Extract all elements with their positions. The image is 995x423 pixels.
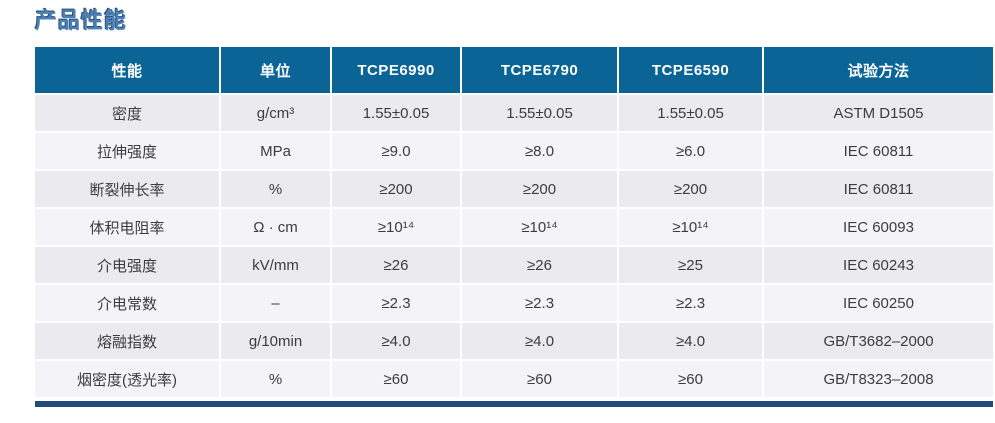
header-col-test-method: 试验方法 bbox=[764, 47, 993, 93]
cell-value-tcpe6590: ≥25 bbox=[619, 247, 762, 283]
cell-value-tcpe6790: 1.55±0.05 bbox=[462, 95, 617, 131]
cell-unit: kV/mm bbox=[221, 247, 330, 283]
cell-value-tcpe6790: ≥26 bbox=[462, 247, 617, 283]
cell-unit: Ω · cm bbox=[221, 209, 330, 245]
header-col-performance: 性能 bbox=[35, 47, 219, 93]
cell-value-tcpe6990: ≥4.0 bbox=[332, 323, 460, 359]
bottom-accent-bar bbox=[35, 401, 993, 407]
cell-property: 熔融指数 bbox=[35, 323, 219, 359]
cell-property: 拉伸强度 bbox=[35, 133, 219, 169]
cell-unit: MPa bbox=[221, 133, 330, 169]
cell-unit: g/cm³ bbox=[221, 95, 330, 131]
cell-value-tcpe6790: ≥10¹⁴ bbox=[462, 209, 617, 245]
header-col-unit: 单位 bbox=[221, 47, 330, 93]
header-col-tcpe6590: TCPE6590 bbox=[619, 47, 762, 93]
cell-unit: % bbox=[221, 361, 330, 397]
cell-property: 介电强度 bbox=[35, 247, 219, 283]
cell-property: 断裂伸长率 bbox=[35, 171, 219, 207]
cell-value-tcpe6790: ≥8.0 bbox=[462, 133, 617, 169]
cell-value-tcpe6590: ≥6.0 bbox=[619, 133, 762, 169]
header-col-tcpe6790: TCPE6790 bbox=[462, 47, 617, 93]
cell-unit: g/10min bbox=[221, 323, 330, 359]
cell-test-method: IEC 60811 bbox=[764, 133, 993, 169]
cell-property: 体积电阻率 bbox=[35, 209, 219, 245]
header-col-tcpe6990: TCPE6990 bbox=[332, 47, 460, 93]
cell-value-tcpe6790: ≥2.3 bbox=[462, 285, 617, 321]
cell-value-tcpe6990: ≥60 bbox=[332, 361, 460, 397]
cell-value-tcpe6590: ≥4.0 bbox=[619, 323, 762, 359]
cell-test-method: IEC 60250 bbox=[764, 285, 993, 321]
cell-value-tcpe6590: ≥2.3 bbox=[619, 285, 762, 321]
page-title: 产品性能 bbox=[35, 8, 128, 33]
cell-test-method: GB/T8323–2008 bbox=[764, 361, 993, 397]
cell-property: 介电常数 bbox=[35, 285, 219, 321]
cell-unit: – bbox=[221, 285, 330, 321]
cell-value-tcpe6590: 1.55±0.05 bbox=[619, 95, 762, 131]
cell-value-tcpe6590: ≥60 bbox=[619, 361, 762, 397]
cell-value-tcpe6790: ≥4.0 bbox=[462, 323, 617, 359]
cell-value-tcpe6790: ≥60 bbox=[462, 361, 617, 397]
cell-value-tcpe6990: ≥2.3 bbox=[332, 285, 460, 321]
cell-value-tcpe6990: ≥9.0 bbox=[332, 133, 460, 169]
cell-value-tcpe6990: ≥10¹⁴ bbox=[332, 209, 460, 245]
cell-value-tcpe6590: ≥200 bbox=[619, 171, 762, 207]
cell-test-method: IEC 60093 bbox=[764, 209, 993, 245]
cell-test-method: ASTM D1505 bbox=[764, 95, 993, 131]
cell-value-tcpe6990: ≥26 bbox=[332, 247, 460, 283]
cell-value-tcpe6990: ≥200 bbox=[332, 171, 460, 207]
cell-property: 烟密度(透光率) bbox=[35, 361, 219, 397]
product-performance-table: 性能 单位 TCPE6990 TCPE6790 TCPE6590 试验方法 密度… bbox=[35, 47, 993, 397]
cell-test-method: IEC 60811 bbox=[764, 171, 993, 207]
cell-unit: % bbox=[221, 171, 330, 207]
cell-test-method: GB/T3682–2000 bbox=[764, 323, 993, 359]
cell-value-tcpe6790: ≥200 bbox=[462, 171, 617, 207]
cell-value-tcpe6990: 1.55±0.05 bbox=[332, 95, 460, 131]
cell-property: 密度 bbox=[35, 95, 219, 131]
cell-test-method: IEC 60243 bbox=[764, 247, 993, 283]
cell-value-tcpe6590: ≥10¹⁴ bbox=[619, 209, 762, 245]
